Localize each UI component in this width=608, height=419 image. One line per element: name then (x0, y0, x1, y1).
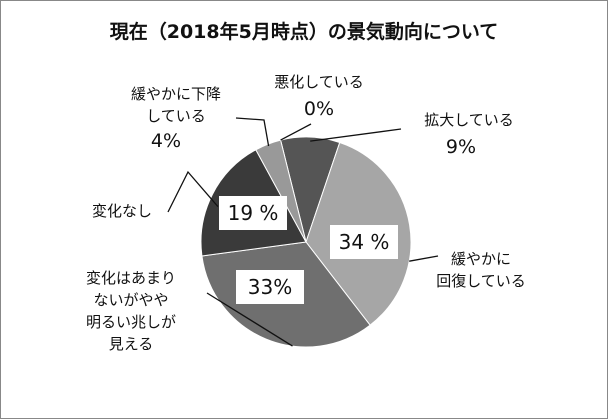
label-bright-signs-value: 33% (248, 275, 292, 299)
label-declining-value: 4% (151, 130, 181, 152)
leader-no-change (167, 170, 219, 213)
label-recovering-line-1: 緩やかに (451, 250, 511, 268)
label-expanding-line-1: 拡大している (424, 111, 514, 129)
leader-declining (235, 117, 270, 147)
label-no-change-value: 19 % (228, 201, 279, 225)
label-bright-signs-line-4: 見える (109, 335, 154, 353)
leader-bright-signs (206, 292, 293, 347)
label-recovering-value-box (330, 225, 398, 259)
label-worsening-value: 0% (304, 98, 334, 120)
label-no-change-line-1: 変化なし (92, 202, 152, 220)
label-declining-line-2: している (146, 107, 206, 125)
label-declining-line-1: 緩やかに下降 (131, 85, 221, 103)
label-no-change-value-box (219, 196, 287, 230)
chart-title: 現在（2018年5月時点）の景気動向について (110, 20, 499, 43)
label-recovering-line-2: 回復している (436, 272, 526, 290)
label-bright-signs-line-2: ないがやや (93, 291, 168, 309)
leader-worsening (280, 123, 312, 141)
leader-recovering (409, 255, 439, 262)
label-expanding-value: 9% (446, 136, 476, 158)
label-bright-signs-line-3: 明るい兆しが (86, 313, 176, 331)
label-bright-signs-value-box (236, 270, 304, 304)
label-recovering-value: 34 % (339, 230, 390, 254)
label-bright-signs-line-1: 変化はあまり (86, 269, 176, 287)
label-worsening-line-1: 悪化している (274, 73, 364, 91)
leader-expanding (310, 128, 402, 142)
